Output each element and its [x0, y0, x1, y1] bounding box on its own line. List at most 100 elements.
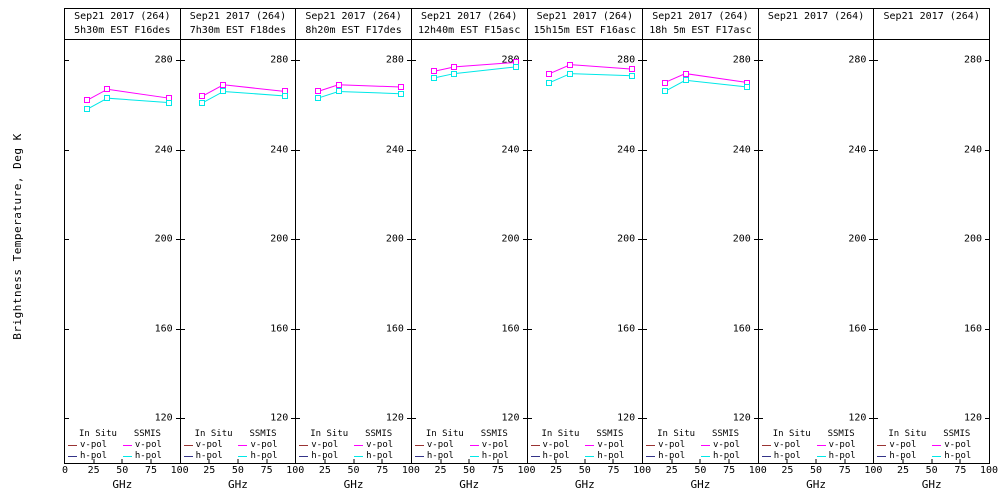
legend-row: h-pol [530, 451, 586, 462]
y-tick-mark [874, 149, 879, 151]
y-tick-mark [411, 60, 416, 62]
series-line [318, 91, 401, 98]
x-tick-label: 100 [401, 465, 420, 476]
plot-area: In Situ v-pol h-pol SSMIS v-pol [411, 40, 527, 463]
plot-area: In Situ v-pol h-pol SSMIS v-pol [643, 40, 758, 463]
x-tick-mark [959, 459, 961, 463]
x-tick-label: 50 [694, 465, 707, 476]
legend-row: v-pol [183, 440, 239, 451]
x-tick-label: 75 [376, 465, 389, 476]
legend-insitu-header: In Situ [194, 429, 233, 439]
legend-row: v-pol [877, 440, 932, 451]
panel: Sep21 2017 (264) 7h30m EST F18des In Sit… [179, 8, 304, 491]
legend-row: v-pol [530, 440, 586, 451]
panel-title-pass: 15h15m EST F16asc [533, 25, 636, 36]
panel-title: Sep21 2017 (264) [758, 9, 874, 40]
y-tick-mark [874, 418, 879, 420]
plot-area: In Situ v-pol h-pol SSMIS v-pol [65, 40, 180, 463]
y-tick-label: 160 [154, 323, 173, 335]
legend: In Situ v-pol h-pol SSMIS v-pol [68, 429, 178, 462]
data-point-marker [628, 66, 635, 73]
legend-hpol-label: h-pol [80, 451, 108, 461]
x-tick-mark [468, 459, 470, 463]
legend-vpol-label: v-pol [426, 440, 454, 450]
y-tick-label: 120 [270, 412, 289, 424]
x-tick-mark [208, 459, 210, 463]
series-line [202, 91, 285, 102]
legend-row: v-pol [414, 440, 470, 451]
y-tick-label: 120 [385, 412, 404, 424]
x-tick-label: 50 [231, 465, 244, 476]
legend: In Situ v-pol h-pol SSMIS v-pol [877, 429, 987, 462]
y-tick-mark [753, 239, 758, 241]
x-axis-labels: 0 25 50 75 100 [62, 463, 189, 476]
y-tick-mark [175, 239, 180, 241]
y-tick-mark [985, 60, 989, 62]
data-point-marker [744, 84, 751, 90]
legend-hpol-label: h-pol [944, 451, 972, 461]
legend-ssmis-column: SSMIS v-pol h-pol [122, 429, 178, 462]
panel: Sep21 2017 (264) 5h30m EST F16des In Sit… [62, 8, 189, 491]
legend-row: h-pol [700, 451, 756, 462]
data-point-marker [566, 61, 573, 68]
x-tick-label: 100 [170, 465, 189, 476]
y-tick-mark [65, 328, 69, 330]
y-tick-label: 120 [154, 412, 173, 424]
legend-ssmis-column: SSMIS v-pol h-pol [585, 429, 640, 462]
y-tick-label: 240 [154, 144, 173, 156]
x-tick-label: 50 [578, 465, 591, 476]
x-tick-mark [786, 459, 788, 463]
y-tick-mark [985, 418, 989, 420]
data-point-marker [682, 70, 689, 77]
legend-insitu-header: In Situ [310, 429, 349, 439]
data-point-marker [199, 92, 206, 99]
y-tick-mark [291, 328, 296, 330]
y-tick-label: 200 [154, 233, 173, 245]
legend-hpol-label: h-pol [712, 451, 741, 461]
chart-svg [181, 40, 296, 463]
x-tick-mark [121, 459, 123, 463]
y-tick-label: 120 [501, 412, 520, 424]
y-tick-mark [406, 328, 411, 330]
y-tick-mark [638, 239, 643, 241]
x-tick-mark [237, 459, 239, 463]
y-tick-mark [527, 418, 532, 420]
x-axis-unit: GHz [574, 478, 595, 491]
x-tick-label: 50 [347, 465, 360, 476]
y-tick-mark [411, 328, 416, 330]
legend-insitu-column: In Situ v-pol h-pol [877, 429, 932, 462]
y-tick-mark [406, 418, 411, 420]
x-tick-label: 25 [203, 465, 216, 476]
legend-insitu-header: In Situ [79, 429, 117, 439]
x-tick-label: 100 [286, 465, 305, 476]
y-tick-mark [296, 418, 301, 420]
y-tick-mark [527, 60, 532, 62]
legend-hpol-label: h-pol [773, 451, 801, 461]
x-axis-labels: 25 50 75 100 [759, 463, 882, 476]
y-tick-mark [643, 328, 648, 330]
y-tick-mark [291, 239, 296, 241]
y-tick-mark [296, 60, 301, 62]
data-point-marker [83, 97, 90, 104]
y-tick-mark [527, 239, 532, 241]
x-tick-mark [381, 459, 383, 463]
legend-ssmis-header: SSMIS [480, 429, 508, 439]
y-tick-label: 160 [385, 323, 404, 335]
chart-svg [65, 40, 180, 463]
ssmis-hpol-swatch [469, 456, 479, 457]
legend-row: v-pol [68, 440, 123, 451]
y-tick-mark [638, 328, 643, 330]
x-axis-labels: 25 50 75 100 [643, 463, 767, 476]
data-point-marker [199, 99, 206, 106]
panel-title: Sep21 2017 (264) 7h30m EST F18des [180, 9, 296, 40]
y-tick-label: 160 [732, 323, 751, 335]
legend-vpol-label: v-pol [542, 440, 570, 450]
legend-hpol-label: h-pol [828, 451, 856, 461]
chart-svg [874, 40, 989, 463]
panel: Sep21 2017 (264) 12h40m EST F15asc In Si… [410, 8, 536, 491]
y-tick-mark [522, 328, 527, 330]
panel-title-date: Sep21 2017 (264) [767, 11, 865, 22]
y-tick-label: 280 [617, 54, 636, 66]
y-tick-mark [180, 60, 185, 62]
panel-title: Sep21 2017 (264) 15h15m EST F16asc [527, 9, 643, 40]
